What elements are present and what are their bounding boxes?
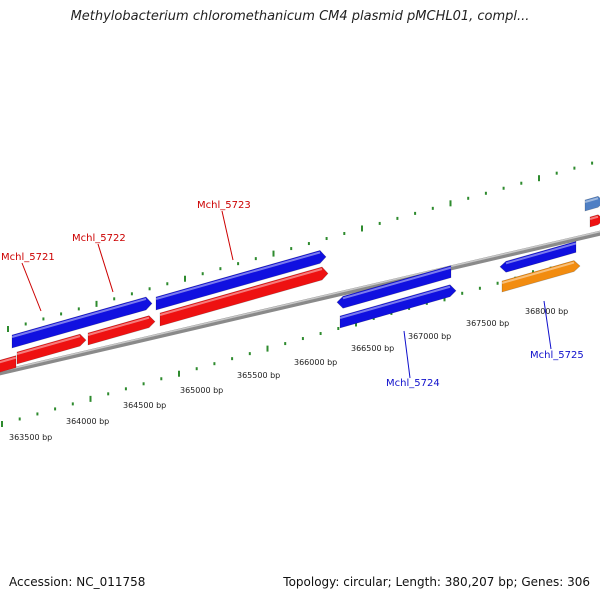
gene-mchl-5722-arrow bbox=[155, 250, 327, 311]
gene-label-leader bbox=[97, 243, 114, 293]
gene-mchl-5723-arrow bbox=[159, 266, 329, 327]
scale-label: 368000 bp bbox=[525, 307, 568, 316]
gene-mchl-5725-b-arrow-highlight bbox=[501, 261, 575, 284]
scale-label: 366500 bp bbox=[351, 344, 394, 353]
genome-summary-text: Topology: circular; Length: 380,207 bp; … bbox=[283, 575, 590, 589]
accession-text: Accession: NC_011758 bbox=[9, 575, 146, 589]
scale-label: 364000 bp bbox=[66, 417, 109, 426]
map-title: Methylobacterium chloromethanicum CM4 pl… bbox=[70, 9, 530, 24]
gene-edge-steelblue-arrow bbox=[584, 195, 600, 212]
scale-label: 365500 bp bbox=[237, 371, 280, 380]
scale-label: 367000 bp bbox=[408, 332, 451, 341]
gene-label-mchl-5724: Mchl_5724 bbox=[386, 378, 440, 389]
gene-mchl-5723-arrow-highlight bbox=[159, 268, 323, 316]
gene-mchl-5720-arrow-highlight bbox=[0, 356, 17, 364]
gene-mchl-5721-rev-arrow-highlight bbox=[16, 335, 81, 355]
gene-edge-red-arrow bbox=[589, 214, 600, 228]
scale-label: 363500 bp bbox=[9, 433, 52, 442]
gene-label-leader bbox=[403, 330, 411, 379]
gene-mchl-5721-rev-arrow bbox=[16, 333, 87, 365]
gene-label-mchl-5722: Mchl_5722 bbox=[72, 233, 126, 244]
scale-label: 366000 bp bbox=[294, 358, 337, 367]
gene-mchl-5724-b-arrow-highlight bbox=[339, 285, 451, 319]
gene-label-mchl-5721: Mchl_5721 bbox=[1, 252, 55, 263]
gene-label-mchl-5725: Mchl_5725 bbox=[530, 350, 584, 361]
genome-backbone-highlight bbox=[0, 230, 600, 373]
gene-mchl-5722-rev-arrow-highlight bbox=[87, 316, 150, 336]
gene-mchl-5721-arrow bbox=[11, 296, 153, 349]
gene-mchl-5721-arrow-highlight bbox=[11, 297, 147, 338]
gene-label-mchl-5723: Mchl_5723 bbox=[197, 200, 251, 211]
gene-mchl-5722-rev-arrow bbox=[87, 315, 156, 346]
scale-label: 364500 bp bbox=[123, 401, 166, 410]
gene-label-leader bbox=[221, 210, 234, 261]
gene-mchl-5722-arrow-highlight bbox=[155, 251, 321, 300]
gene-mchl-5724-a-arrow-highlight bbox=[342, 266, 452, 300]
scale-label: 365000 bp bbox=[180, 386, 223, 395]
scale-label: 367500 bp bbox=[466, 319, 509, 328]
gene-label-leader bbox=[21, 262, 42, 312]
gene-mchl-5720-arrow bbox=[0, 355, 17, 373]
gene-mchl-5725-a-arrow bbox=[499, 241, 577, 273]
genome-backbone bbox=[0, 230, 600, 376]
gene-mchl-5724-a-arrow bbox=[336, 265, 452, 309]
gene-edge-steelblue-arrow-highlight bbox=[584, 197, 599, 203]
gene-mchl-5725-b-arrow bbox=[501, 260, 581, 293]
gene-mchl-5725-a-arrow-highlight bbox=[505, 242, 577, 265]
gene-edge-red-arrow-highlight bbox=[589, 215, 599, 220]
gene-label-leader bbox=[543, 300, 552, 350]
gene-mchl-5724-b-arrow bbox=[339, 284, 457, 329]
